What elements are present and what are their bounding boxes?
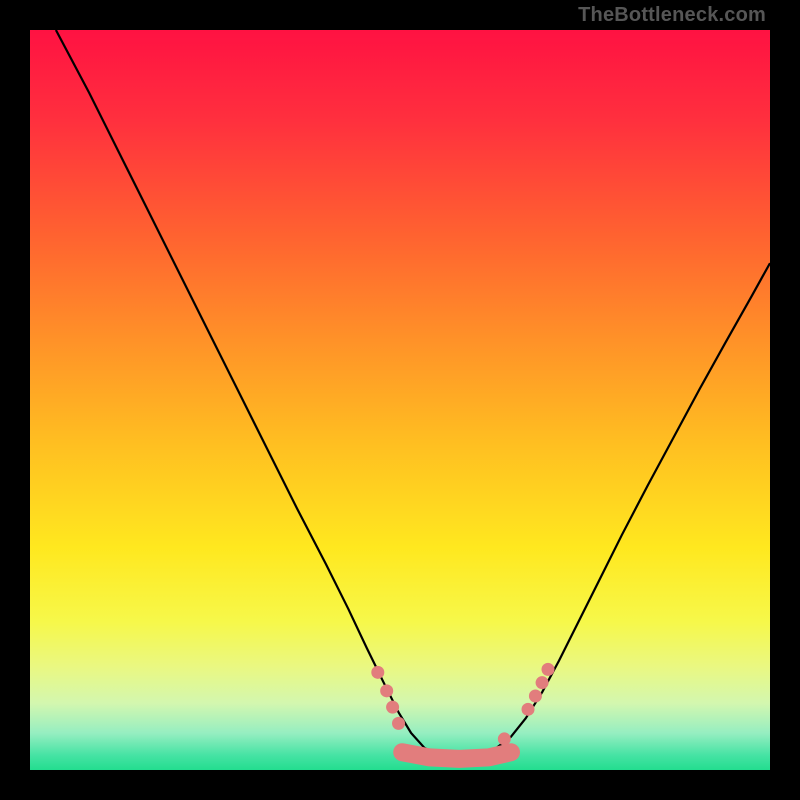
series-dots-point: [529, 690, 542, 703]
series-dots-point: [522, 703, 535, 716]
chart-svg: [30, 30, 770, 770]
plot-area: [30, 30, 770, 770]
series-dots-point: [536, 676, 549, 689]
chart-frame: TheBottleneck.com: [0, 0, 800, 800]
series-dots-point: [380, 684, 393, 697]
series-dots-point: [371, 666, 384, 679]
series-right-curve: [459, 263, 770, 759]
series-dots-point: [392, 717, 405, 730]
series-left-curve: [56, 30, 459, 759]
watermark-label: TheBottleneck.com: [578, 4, 766, 27]
series-bottom-band: [402, 752, 511, 759]
series-dots-point: [498, 732, 511, 745]
series-dots-point: [386, 701, 399, 714]
series-dots-point: [542, 663, 555, 676]
